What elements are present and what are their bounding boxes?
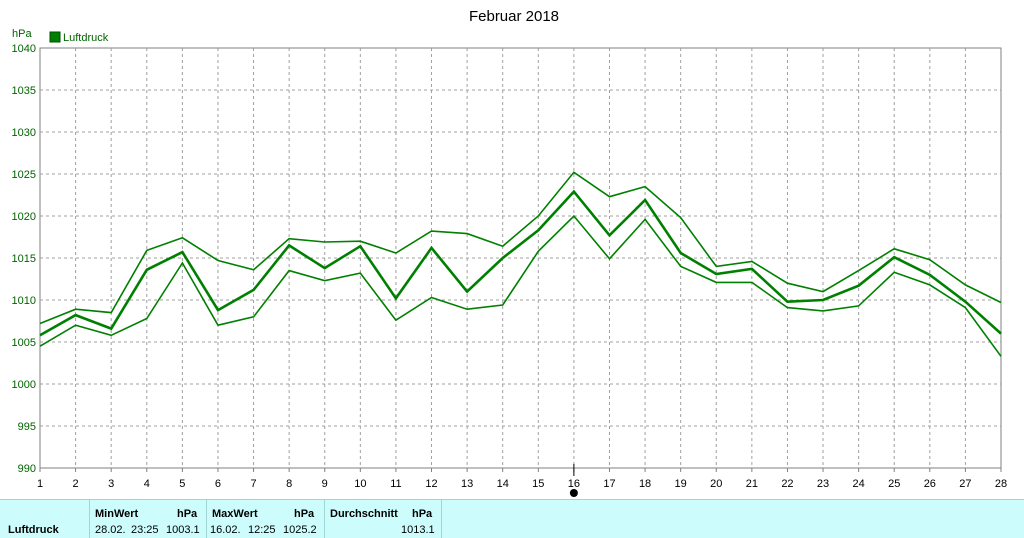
x-tick-label: 5 [179, 478, 185, 490]
x-tick-label: 13 [461, 478, 473, 490]
x-tick-label: 23 [817, 478, 829, 490]
min-time: 23:25 [131, 524, 159, 536]
chart-title: Februar 2018 [469, 8, 559, 25]
x-tick-label: 15 [532, 478, 544, 490]
y-tick-label: 1030 [12, 127, 36, 139]
x-tick-label: 3 [108, 478, 114, 490]
max-unit: hPa [294, 508, 315, 520]
x-tick-label: 1 [37, 478, 43, 490]
x-tick-label: 14 [497, 478, 509, 490]
y-tick-label: 1025 [12, 169, 36, 181]
stats-bar: Luftdruck MinWert hPa 28.02. 23:25 1003.… [0, 499, 1024, 538]
min-header: MinWert [95, 508, 139, 520]
y-tick-label: 1005 [12, 337, 36, 349]
x-tick-label: 6 [215, 478, 221, 490]
avg-unit: hPa [412, 508, 433, 520]
y-tick-label: 1010 [12, 295, 36, 307]
x-tick-label: 4 [144, 478, 150, 490]
max-time: 12:25 [248, 524, 276, 536]
max-date: 16.02. [210, 524, 241, 536]
stats-label-cell [0, 500, 90, 538]
y-tick-label: 1035 [12, 85, 36, 97]
x-tick-label: 18 [639, 478, 651, 490]
x-tick-label: 17 [603, 478, 615, 490]
y-tick-label: 990 [18, 463, 36, 475]
min-unit: hPa [177, 508, 198, 520]
series-line-max [39, 171, 1002, 325]
x-tick-label: 11 [390, 478, 401, 490]
y-tick-label: 995 [18, 421, 36, 433]
avg-value: 1013.1 [401, 524, 435, 536]
series-line-avg [39, 189, 1002, 337]
y-tick-label: 1015 [12, 253, 36, 265]
x-tick-label: 28 [995, 478, 1007, 490]
min-date: 28.02. [95, 524, 126, 536]
chart: Februar 2018 hPa Luftdruck 990 995 1000 100… [12, 8, 1007, 497]
y-tick-label: 1000 [12, 379, 36, 391]
x-tick-label: 27 [959, 478, 971, 490]
legend-label: Luftdruck [63, 32, 109, 44]
x-tick-label: 12 [425, 478, 437, 490]
x-tick-label: 19 [675, 478, 687, 490]
x-tick-label: 10 [354, 478, 366, 490]
stats-row-label: Luftdruck [8, 524, 59, 536]
max-value: 1025.2 [283, 524, 317, 536]
avg-header: Durchschnitt [330, 508, 398, 520]
x-tick-label: 26 [924, 478, 936, 490]
x-tick-label: 22 [781, 478, 793, 490]
x-tick-label: 7 [250, 478, 256, 490]
x-tick-label: 9 [322, 478, 328, 490]
stats-max-cell: MaxWert hPa 16.02. 12:25 1025.2 [207, 500, 325, 538]
x-tick-label: 21 [746, 478, 758, 490]
stats-min-cell: MinWert hPa 28.02. 23:25 1003.1 [90, 500, 207, 538]
x-tick-label: 16 [568, 478, 580, 490]
marked-day-dot [569, 489, 578, 497]
y-tick-label: 1040 [12, 43, 36, 55]
x-tick-label: 25 [888, 478, 900, 490]
min-value: 1003.1 [166, 524, 200, 536]
y-tick-label: 1020 [12, 211, 36, 223]
series-line-min [39, 214, 1002, 357]
x-tick-label: 20 [710, 478, 722, 490]
stats-avg-cell: Durchschnitt hPa 1013.1 [325, 500, 442, 538]
max-header: MaxWert [212, 508, 258, 520]
legend-swatch [49, 31, 61, 43]
x-tick-label: 8 [286, 478, 292, 490]
x-tick-label: 24 [853, 478, 865, 490]
y-axis-unit: hPa [12, 28, 32, 40]
x-tick-label: 2 [73, 478, 79, 490]
